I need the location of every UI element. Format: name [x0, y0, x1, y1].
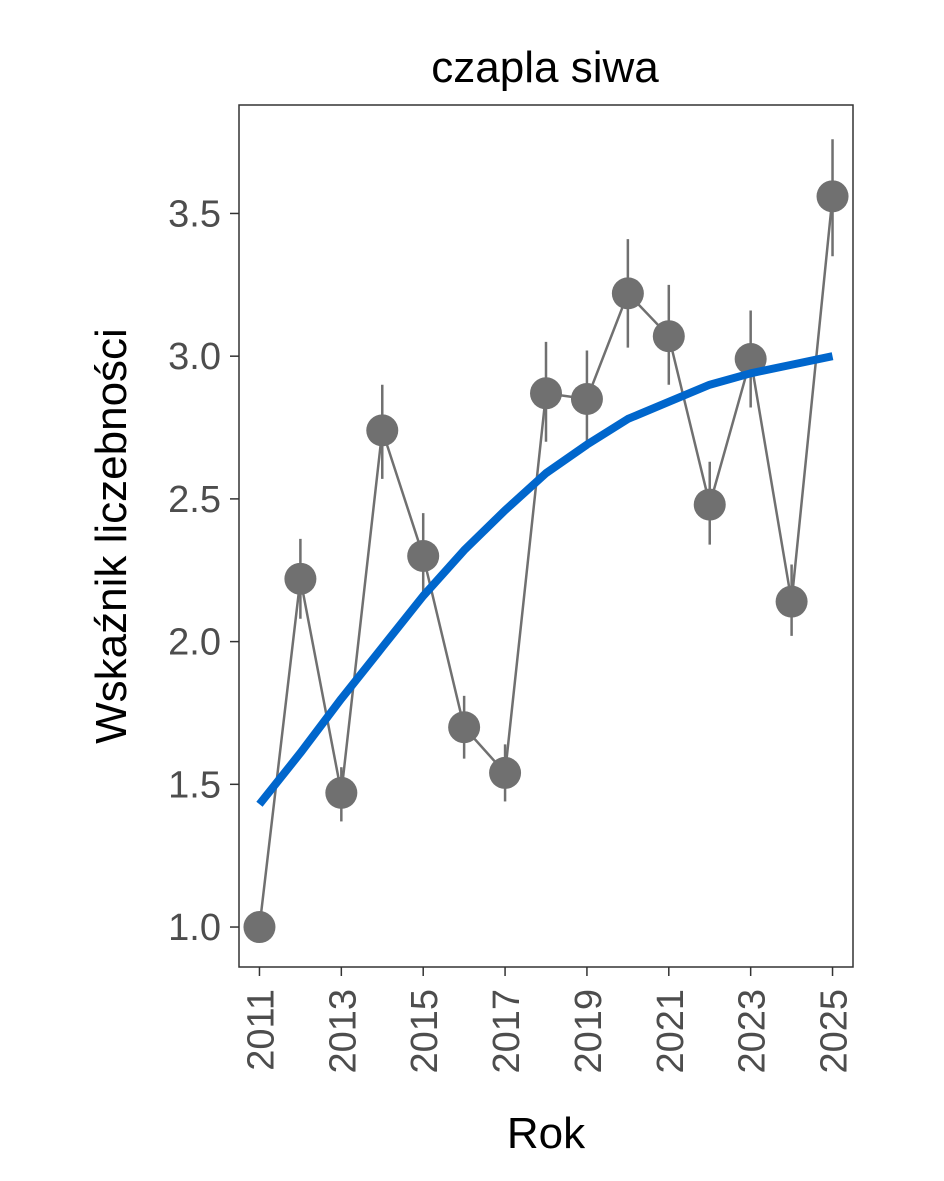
x-tick-label: 2011: [240, 989, 282, 1071]
data-series: [243, 139, 849, 944]
y-axis: 1.0 1.5 2.0 2.5 3.0 3.5: [168, 193, 239, 949]
data-point: [366, 414, 399, 447]
y-tick-label: 1.0: [168, 907, 221, 949]
data-point: [489, 756, 522, 789]
trend-line: [256, 352, 834, 807]
x-tick-label: 2013: [322, 989, 364, 1074]
x-tick-label: 2015: [404, 989, 446, 1074]
chart-title: czapla siwa: [431, 43, 659, 92]
trend-series: [256, 352, 834, 807]
y-tick-label: 3.5: [168, 193, 221, 235]
x-tick-label: 2025: [814, 989, 856, 1074]
data-point: [530, 377, 562, 410]
x-tick-label: 2017: [486, 989, 528, 1074]
x-axis-title: Rok: [507, 1109, 586, 1158]
x-tick-label: 2021: [650, 989, 692, 1074]
data-point: [652, 320, 685, 353]
x-tick-label: 2023: [732, 989, 774, 1074]
y-axis-title: Wskaźnik liczebności: [87, 328, 136, 744]
y-tick-label: 2.0: [168, 622, 221, 664]
x-axis: 2011 2013 2015 2017 2019 2021 2023 2025: [240, 967, 856, 1074]
data-point: [693, 488, 726, 521]
data-point: [570, 382, 603, 415]
data-point: [448, 711, 481, 744]
data-point: [734, 343, 767, 376]
data-point: [243, 911, 276, 944]
data-point: [284, 562, 317, 595]
plot-panel: [238, 104, 854, 968]
y-tick-label: 1.5: [168, 764, 221, 806]
data-point: [611, 277, 644, 310]
y-tick-label: 3.0: [168, 336, 221, 378]
x-tick-label: 2019: [568, 989, 610, 1074]
data-point: [816, 180, 849, 213]
data-point: [775, 585, 808, 618]
data-point: [325, 776, 358, 809]
data-point: [407, 539, 440, 572]
y-tick-label: 2.5: [168, 479, 221, 521]
